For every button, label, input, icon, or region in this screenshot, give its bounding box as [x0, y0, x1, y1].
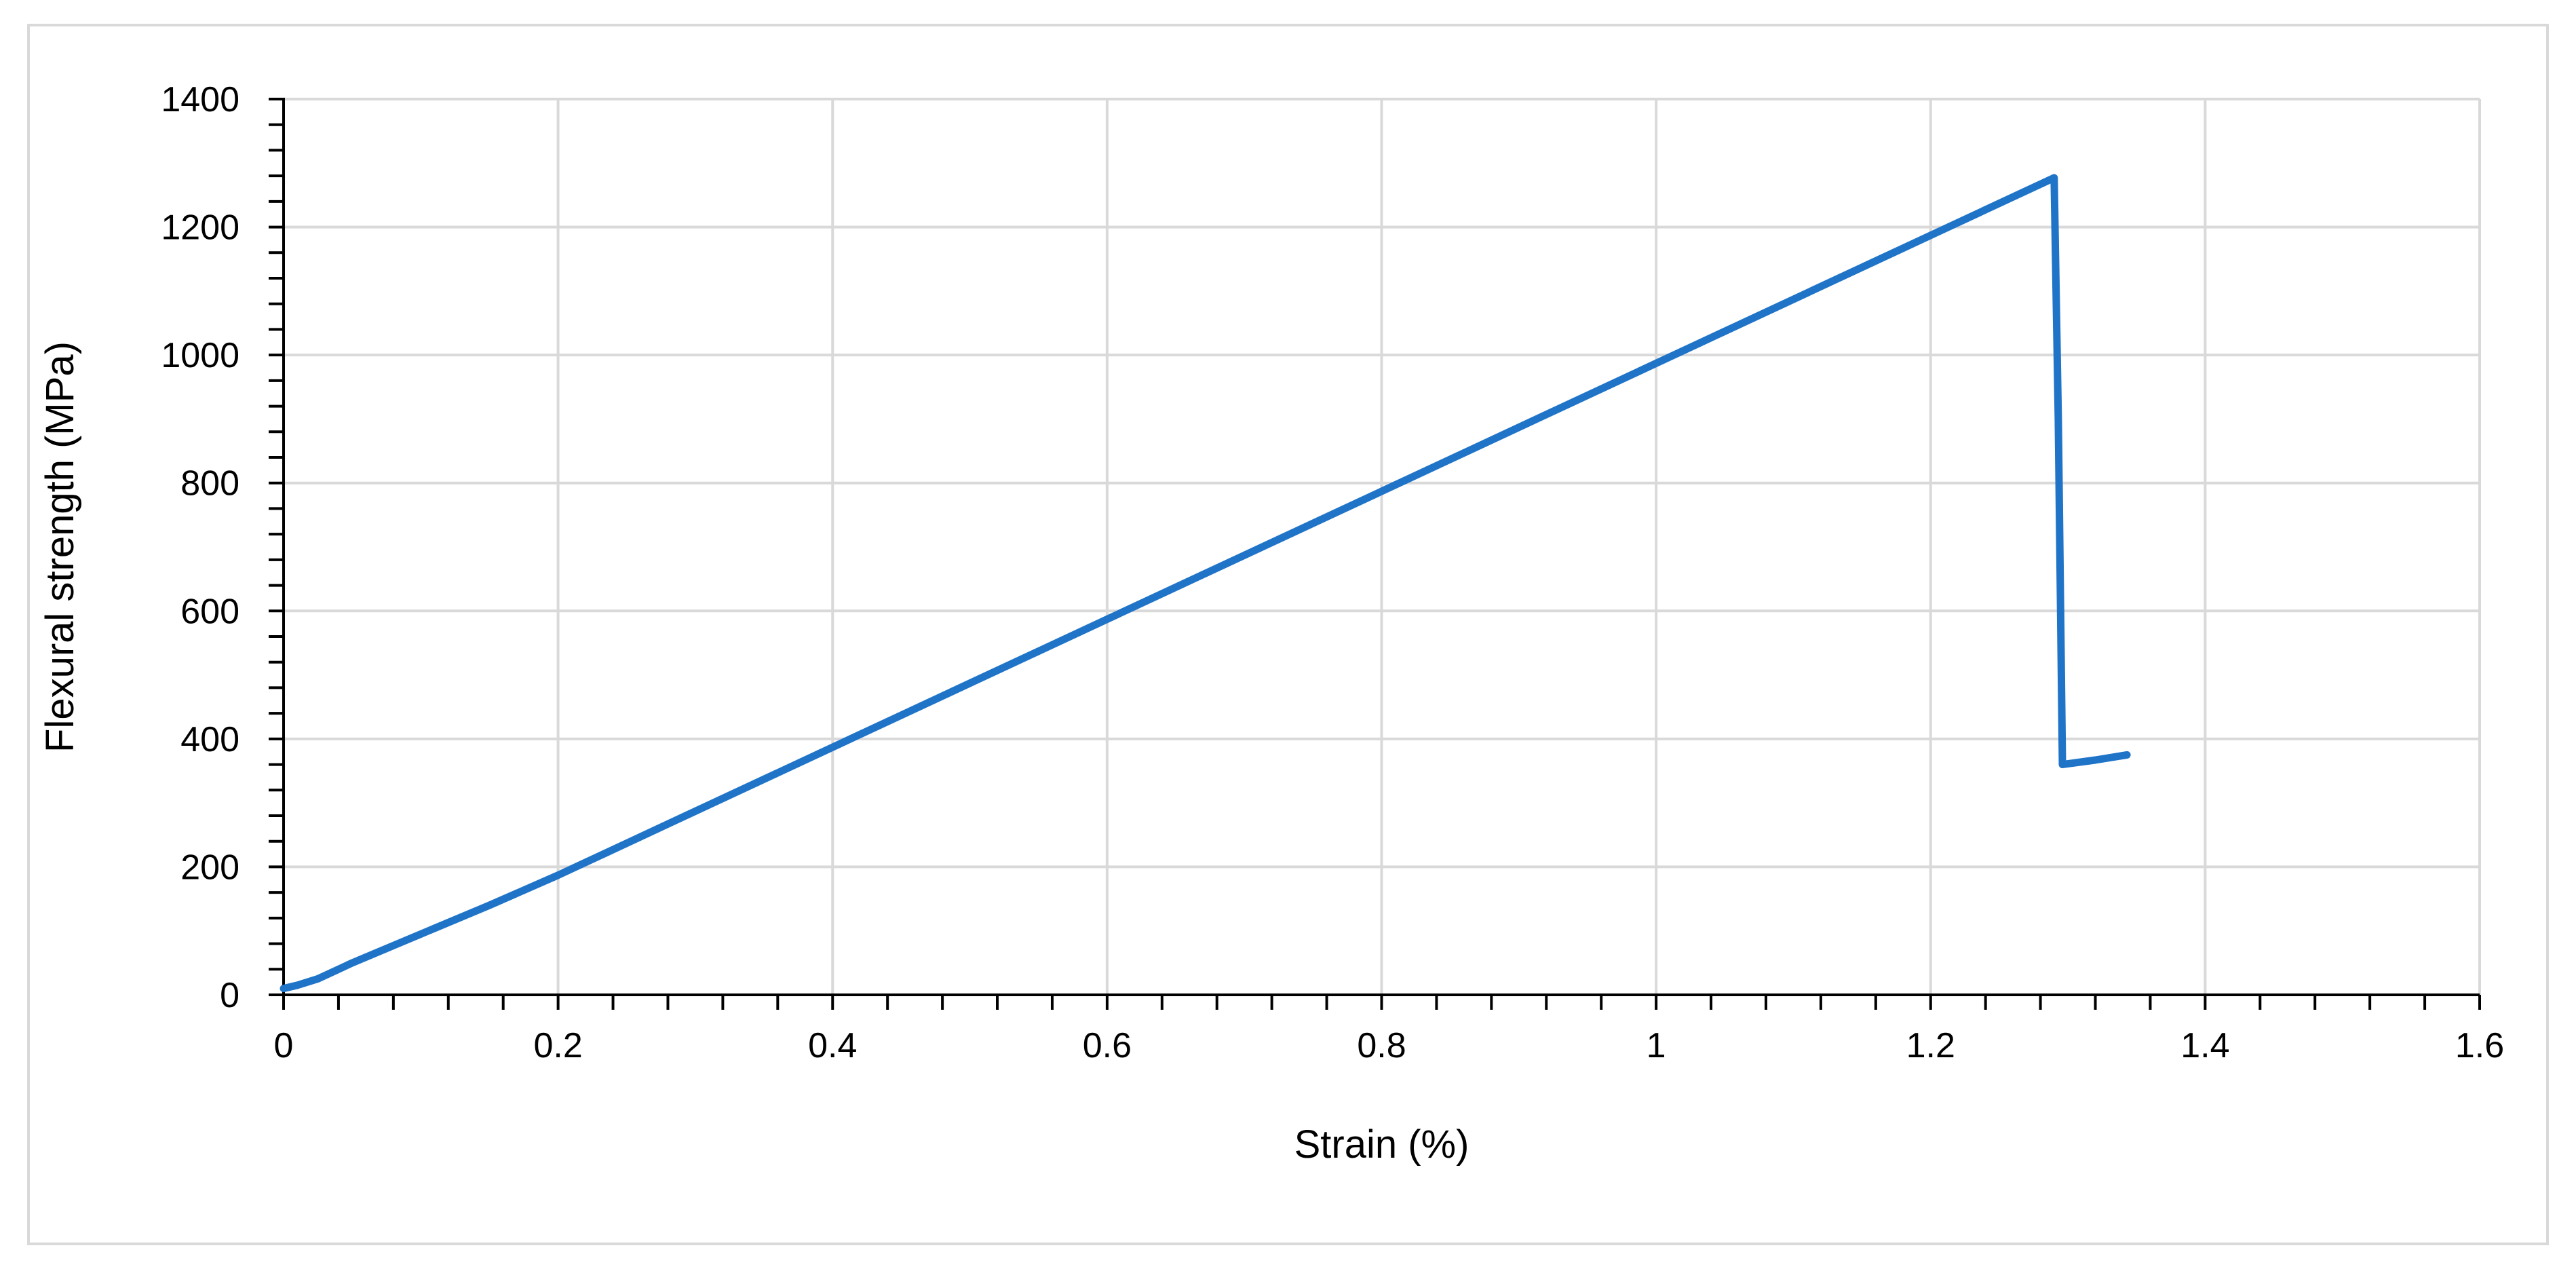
x-tick-label: 1.2	[1906, 1026, 1955, 1065]
x-tick-label: 0.8	[1357, 1026, 1406, 1065]
y-tick-label: 1000	[161, 336, 239, 375]
x-tick-label: 1	[1647, 1026, 1666, 1065]
grid	[284, 98, 2481, 995]
y-tick-label: 1200	[161, 208, 239, 248]
y-tick-label: 800	[180, 464, 239, 504]
y-tick-label: 600	[180, 592, 239, 631]
tick-labels: 0 0.2 0.4 0.6 0.8 1 1.2 1.4 1.6 0 200 400 600 800 1000…	[161, 80, 2504, 1065]
x-axis-title: Strain (%)	[1294, 1122, 1469, 1167]
y-tick-label: 200	[180, 848, 239, 887]
x-tick-label: 0.6	[1083, 1026, 1132, 1065]
x-tick-label: 1.4	[2180, 1026, 2229, 1065]
x-tick-label: 1.6	[2455, 1026, 2504, 1065]
y-tick-label: 400	[180, 720, 239, 759]
y-axis-title: Flexural strength (MPa)	[38, 341, 82, 753]
y-tick-label: 1400	[161, 80, 239, 119]
axes	[269, 98, 2481, 1010]
x-tick-label: 0	[274, 1026, 294, 1065]
series-line-1	[280, 174, 2131, 993]
x-tick-label: 0.2	[533, 1026, 582, 1065]
x-tick-label: 0.4	[808, 1026, 857, 1065]
series-layer	[280, 174, 2131, 993]
y-tick-label: 0	[220, 976, 239, 1015]
